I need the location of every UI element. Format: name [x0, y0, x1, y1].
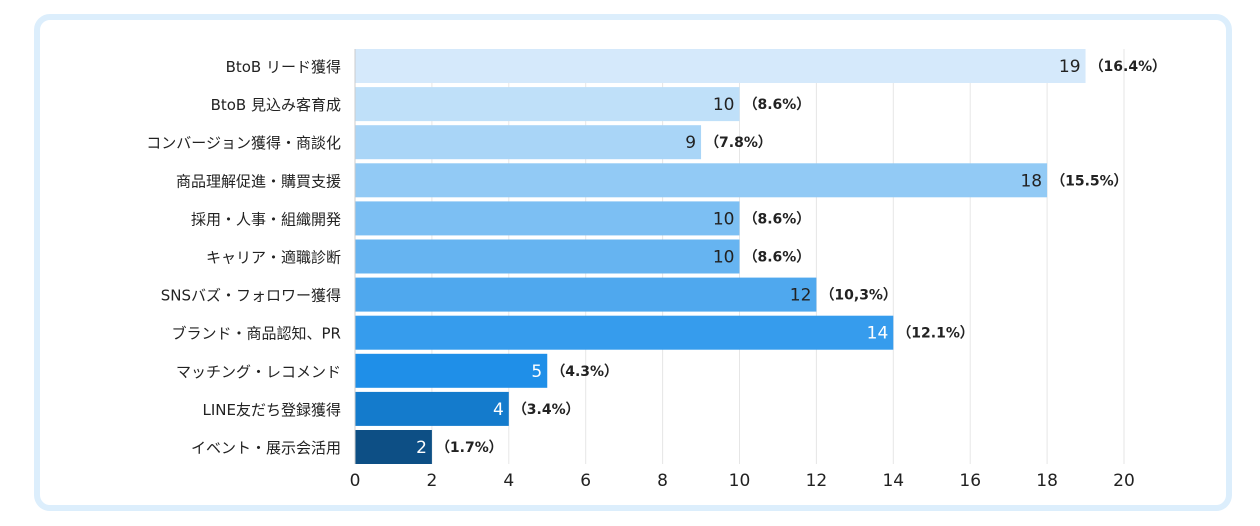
value-label: 18: [1020, 171, 1042, 191]
category-label: 商品理解促進・購買支援: [176, 172, 341, 190]
value-label: 10: [713, 209, 735, 229]
percent-label: （8.6%）: [744, 97, 811, 113]
category-label: 採用・人事・組織開発: [191, 210, 341, 228]
percent-label: （4.3%）: [551, 364, 618, 380]
percent-label: （7.8%）: [705, 135, 772, 151]
x-tick-label: 20: [1113, 471, 1135, 491]
value-label: 10: [713, 248, 735, 268]
bar: [355, 87, 740, 122]
x-tick-label: 4: [503, 471, 514, 491]
percent-label: （16.4%）: [1090, 59, 1167, 75]
percent-label: （3.4%）: [513, 402, 580, 418]
value-label: 14: [867, 324, 889, 344]
category-label: キャリア・適職診断: [206, 249, 341, 267]
bar: [355, 163, 1048, 198]
x-tick-label: 2: [426, 471, 437, 491]
x-tick-label: 8: [657, 471, 668, 491]
bar: [355, 49, 1086, 83]
x-tick-label: 6: [580, 471, 591, 491]
category-label: BtoB リード獲得: [226, 58, 341, 76]
value-label: 12: [790, 286, 812, 306]
category-label: ブランド・商品認知、PR: [172, 325, 341, 343]
value-label: 4: [493, 400, 504, 420]
value-label: 9: [685, 133, 696, 153]
bar: [355, 239, 740, 274]
bar: [355, 391, 509, 426]
bar: [355, 277, 817, 312]
category-label: マッチング・レコメンド: [176, 363, 341, 381]
bar: [355, 430, 432, 464]
x-tick-label: 14: [882, 471, 904, 491]
percent-label: （8.6%）: [744, 211, 811, 227]
category-label: BtoB 見込み客育成: [211, 96, 341, 114]
category-label: SNSバズ・フォロワー獲得: [161, 287, 341, 305]
value-label: 5: [531, 362, 542, 382]
bar: [355, 315, 894, 350]
x-tick-label: 12: [806, 471, 828, 491]
bar: [355, 353, 548, 388]
percent-label: （15.5%）: [1051, 173, 1128, 189]
value-label: 10: [713, 95, 735, 115]
percent-label: （12.1%）: [897, 326, 974, 342]
x-tick-label: 16: [959, 471, 981, 491]
category-label: イベント・展示会活用: [191, 439, 341, 457]
category-label: LINE友だち登録獲得: [203, 401, 341, 419]
percent-label: （10,3%）: [820, 288, 897, 304]
bar: [355, 125, 702, 160]
value-label: 2: [416, 438, 427, 458]
percent-label: （8.6%）: [744, 250, 811, 266]
value-label: 19: [1059, 57, 1081, 77]
x-tick-label: 18: [1036, 471, 1058, 491]
x-tick-label: 0: [350, 471, 361, 491]
x-tick-label: 10: [729, 471, 751, 491]
category-label: コンバージョン獲得・商談化: [146, 134, 341, 152]
percent-label: （1.7%）: [436, 440, 503, 456]
bar: [355, 201, 740, 236]
